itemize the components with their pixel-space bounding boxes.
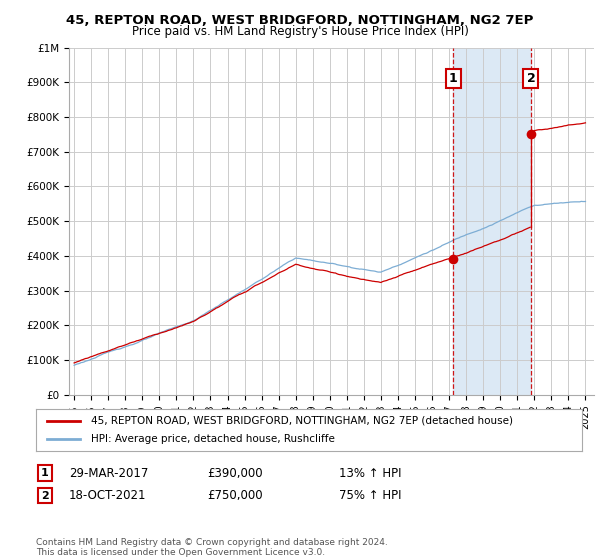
Text: 29-MAR-2017: 29-MAR-2017	[69, 466, 148, 480]
Text: Contains HM Land Registry data © Crown copyright and database right 2024.
This d: Contains HM Land Registry data © Crown c…	[36, 538, 388, 557]
Text: £750,000: £750,000	[207, 489, 263, 502]
Text: 13% ↑ HPI: 13% ↑ HPI	[339, 466, 401, 480]
Text: £390,000: £390,000	[207, 466, 263, 480]
Text: 45, REPTON ROAD, WEST BRIDGFORD, NOTTINGHAM, NG2 7EP: 45, REPTON ROAD, WEST BRIDGFORD, NOTTING…	[67, 14, 533, 27]
Text: 1: 1	[41, 468, 49, 478]
Bar	[453, 48, 531, 395]
Text: 1: 1	[449, 72, 457, 85]
Text: 2: 2	[527, 72, 535, 85]
Text: 18-OCT-2021: 18-OCT-2021	[69, 489, 146, 502]
Text: 2: 2	[41, 491, 49, 501]
Text: 45, REPTON ROAD, WEST BRIDGFORD, NOTTINGHAM, NG2 7EP (detached house): 45, REPTON ROAD, WEST BRIDGFORD, NOTTING…	[91, 416, 512, 426]
Text: HPI: Average price, detached house, Rushcliffe: HPI: Average price, detached house, Rush…	[91, 434, 334, 444]
Text: 75% ↑ HPI: 75% ↑ HPI	[339, 489, 401, 502]
Text: Price paid vs. HM Land Registry's House Price Index (HPI): Price paid vs. HM Land Registry's House …	[131, 25, 469, 38]
